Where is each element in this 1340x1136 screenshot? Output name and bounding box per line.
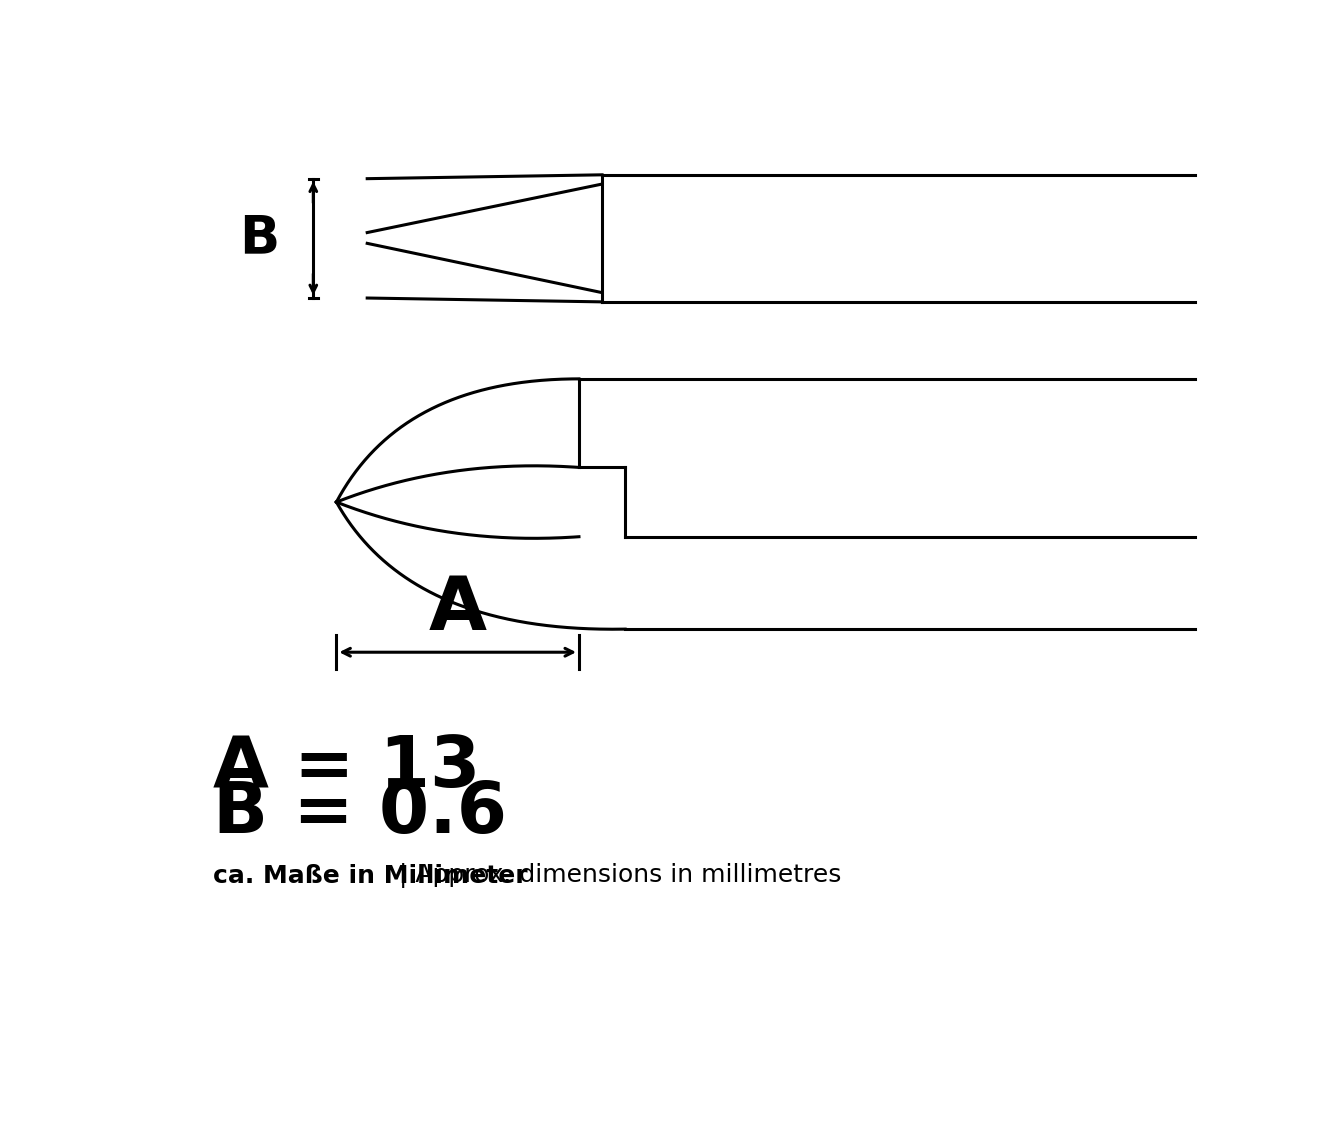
Text: | Approx. dimensions in millimetres: | Approx. dimensions in millimetres — [391, 863, 842, 888]
Text: A: A — [429, 574, 486, 646]
Text: B = 0.6: B = 0.6 — [213, 779, 508, 849]
Text: B: B — [240, 212, 280, 264]
Text: A = 13: A = 13 — [213, 733, 481, 802]
Text: ca. Maße in Millimeter: ca. Maße in Millimeter — [213, 863, 528, 887]
